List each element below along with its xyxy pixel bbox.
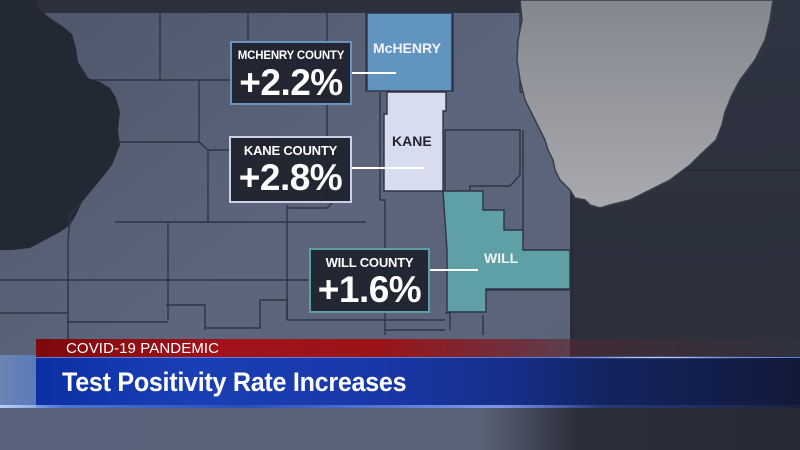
kicker-bar <box>36 339 800 357</box>
callout-value-kane: +2.8% <box>238 157 343 198</box>
callout-value-will: +1.6% <box>317 269 422 310</box>
leader-line-mchenry <box>352 72 396 74</box>
county-mchenry <box>366 12 453 92</box>
lake-michigan <box>516 0 774 209</box>
headline-glow-top <box>560 356 800 359</box>
kicker-text: COVID-19 PANDEMIC <box>66 340 220 357</box>
map-label-will: WILL <box>484 250 519 266</box>
headline-glow-bottom <box>0 405 800 408</box>
callout-mchenry: MCHENRY COUNTY +2.2% <box>230 41 352 105</box>
callout-value-mchenry: +2.2% <box>239 62 343 103</box>
leader-line-kane <box>352 167 424 169</box>
lower-third-left-glow <box>0 355 36 407</box>
headline-text: Test Positivity Rate Increases <box>62 367 407 397</box>
callout-will: WILL COUNTY +1.6% <box>309 248 430 313</box>
callout-label-will: WILL COUNTY <box>325 255 414 270</box>
map-label-kane: KANE <box>392 133 432 149</box>
callout-label-mchenry: MCHENRY COUNTY <box>237 50 345 62</box>
callout-label-kane: KANE COUNTY <box>243 143 338 158</box>
leader-line-will <box>430 269 478 271</box>
callout-kane: KANE COUNTY +2.8% <box>229 136 352 203</box>
county-will <box>442 190 571 313</box>
headline-bar <box>36 357 800 408</box>
west-dark-region <box>0 0 120 250</box>
map-label-mchenry: McHENRY <box>373 40 441 56</box>
map-bottom-strip <box>0 408 800 450</box>
